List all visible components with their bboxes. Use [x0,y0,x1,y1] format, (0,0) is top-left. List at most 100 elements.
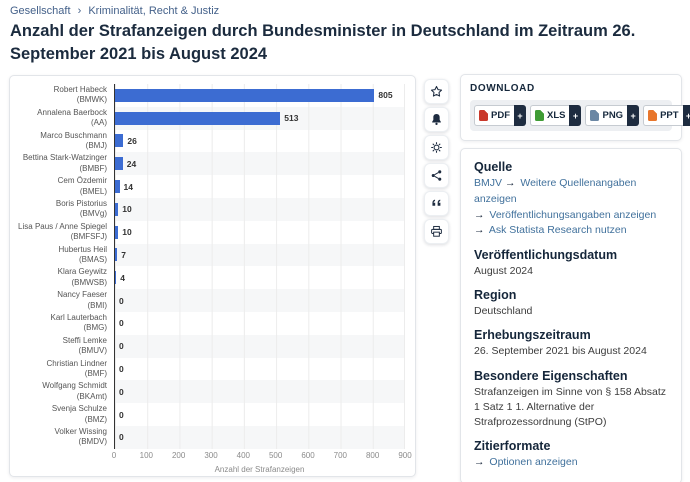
x-tick-label: 900 [398,450,412,460]
citation-formats-section: Zitierformate → Optionen anzeigen [474,439,668,471]
bar-value-label: 10 [122,204,132,215]
category-label: Boris Pistorius (BMVg) [55,198,107,219]
chart-card: Robert Habeck (BMWK) Annalena Baerbock (AA)… [9,75,416,477]
xls-file-icon [535,110,544,121]
category-label: Wolfgang Schmidt (BKAmt) [42,381,107,401]
bar-value-label: 0 [119,432,124,443]
download-png-plus-button[interactable]: + [627,105,640,126]
chart-row: 0 [115,289,405,312]
special-properties-heading: Besondere Eigenschaften [474,368,628,383]
chart-row: 0 [115,403,405,426]
png-file-icon [590,110,600,121]
chart-row: 0 [115,311,405,335]
category-label: Nancy Faeser (BMI) [57,290,107,310]
bell-icon [430,113,443,126]
x-tick-label: 600 [301,450,315,460]
breadcrumb-item-kriminalitaet[interactable]: Kriminalität, Recht & Justiz [88,5,220,17]
category-label: Hubertus Heil (BMAS) [58,244,107,264]
chart-toolbar [424,79,449,244]
cite-button[interactable] [424,191,449,216]
download-png-label: PNG [602,110,624,121]
more-sources-link[interactable]: Weitere Quellenangaben anzeigen [474,177,637,205]
bar-value-label: 0 [119,409,124,420]
category-label: Lisa Paus / Anne Spiegel (BMFSFJ) [18,221,107,242]
publication-details-link[interactable]: Veröffentlichungsangaben anzeigen [489,208,657,221]
favorite-button[interactable] [424,79,449,104]
bar-value-label: 0 [119,295,124,306]
category-label: Robert Habeck (BMWK) [53,85,107,105]
chart-row: 10 [115,197,405,221]
download-pdf-label: PDF [491,110,510,121]
bar-value-label: 24 [126,158,137,169]
source-link[interactable]: BMJV [474,177,503,189]
download-pdf-plus-button[interactable]: + [514,105,526,126]
bar-value-label: 26 [127,135,137,146]
print-button[interactable] [424,219,449,244]
download-xls-label: XLS [547,110,566,121]
survey-period-value: 26. September 2021 bis August 2024 [474,345,647,358]
download-xls-plus-button[interactable]: + [569,105,582,126]
category-label: Marco Buschmann (BMJ) [40,130,107,150]
download-pdf-button[interactable]: PDF + [474,105,526,126]
download-ppt-label: PPT [660,110,679,121]
plot-area: 805 513 26 24 14 10 10 7 4 0 0 0 0 0 0 0 [114,84,405,449]
category-label: Svenja Schulze (BMZ) [51,404,107,424]
download-button-tray: PDF + XLS + PNG + PPT + [470,100,690,131]
category-label: Steffi Lemke (BMUV) [62,335,107,356]
source-heading: Quelle [474,160,513,174]
source-section: Quelle BMJV → Weitere Quellenangaben anz… [474,160,668,239]
bar [115,111,281,125]
alert-button[interactable] [424,107,449,132]
category-label: Volker Wissing (BMDV) [54,426,107,447]
bar [115,225,119,239]
bar [115,248,118,262]
x-tick-label: 700 [333,450,348,460]
publication-date-heading: Veröffentlichungsdatum [474,248,618,262]
chart-row: 10 [115,220,405,244]
category-label: Klara Geywitz (BMWSB) [57,267,107,287]
category-label: Bettina Stark-Watzinger (BMBF) [22,153,107,173]
survey-period-heading: Erhebungszeitraum [474,328,591,343]
bar-value-label: 10 [122,227,132,238]
download-png-button[interactable]: PNG + [585,105,640,126]
bar [115,157,123,171]
chart-row: 7 [115,243,405,267]
category-label: Cem Özdemir (BMEL) [57,176,107,196]
breadcrumb: Gesellschaft › Kriminalität, Recht & Jus… [10,5,219,17]
download-xls-button[interactable]: XLS + [530,105,582,126]
bar-value-label: 513 [284,113,299,124]
bar-value-label: 14 [123,181,133,192]
bar [115,88,375,102]
metadata-panel: Quelle BMJV → Weitere Quellenangaben anz… [460,148,682,482]
x-axis-ticks: 0 100 200 300 400 500 600 700 800 900 [112,450,412,462]
arrow-right-icon: → [474,224,485,237]
bar [115,134,124,148]
chart-row: 805 [115,84,405,107]
download-ppt-button[interactable]: PPT + [643,105,690,126]
download-panel: DOWNLOAD PDF + XLS + PNG + PPT + [460,74,690,141]
x-tick-label: 200 [171,450,186,460]
ask-statista-link[interactable]: Ask Statista Research nutzen [488,224,627,237]
x-axis-title: Anzahl der Strafanzeigen [214,464,305,474]
download-ppt-plus-button[interactable]: + [682,105,690,126]
special-properties-value: Strafanzeigen im Sinne von § 158 Absatz … [474,385,667,429]
x-tick-label: 100 [139,450,154,460]
bar-value-label: 4 [120,272,126,283]
special-properties-section: Besondere Eigenschaften Strafanzeigen im… [474,369,668,431]
bar [115,180,120,194]
print-icon [430,225,443,238]
chart-row: 4 [115,266,405,290]
chart-row: 0 [115,334,405,358]
category-column: Robert Habeck (BMWK) Annalena Baerbock (AA)… [14,84,114,449]
citation-formats-heading: Zitierformate [474,439,551,454]
citation-options-link[interactable]: Optionen anzeigen [489,456,578,469]
breadcrumb-separator: › [77,5,82,17]
bar [115,271,117,285]
breadcrumb-item-gesellschaft[interactable]: Gesellschaft [10,5,71,17]
chart-row: 513 [115,106,405,130]
x-tick-label: 500 [268,450,283,460]
share-button[interactable] [424,163,449,188]
settings-button[interactable] [424,135,449,160]
pdf-file-icon [479,110,488,121]
ppt-file-icon [648,110,658,121]
